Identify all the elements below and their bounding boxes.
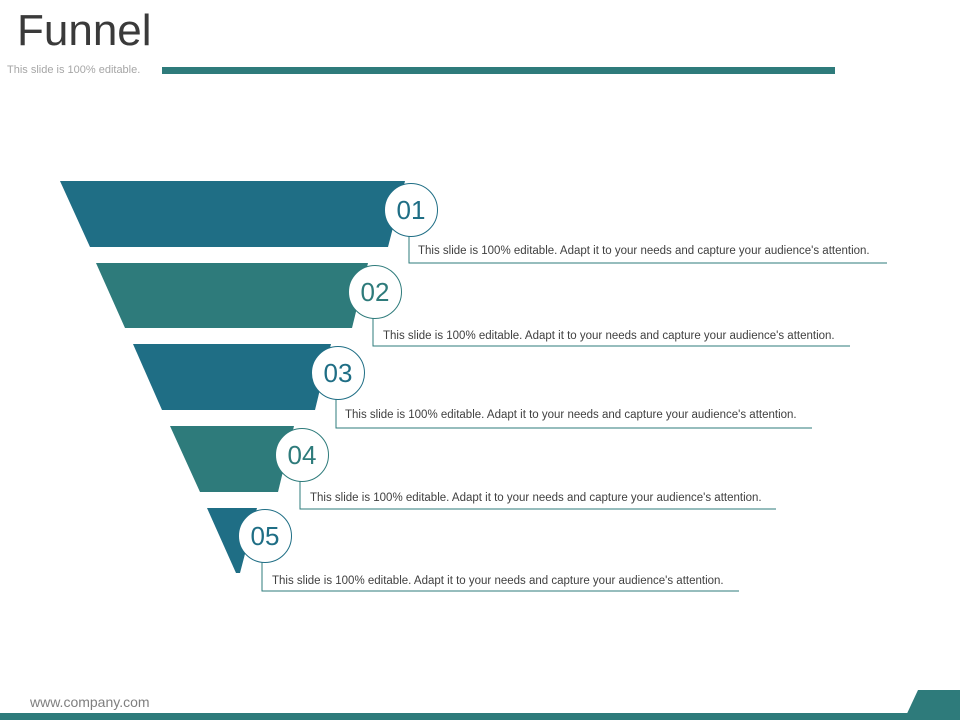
stage-description-3: This slide is 100% editable. Adapt it to… [345,409,797,421]
stage-number-circle-1: 01 [384,183,438,237]
stage-description-4: This slide is 100% editable. Adapt it to… [310,492,762,504]
funnel-segment-1 [60,181,405,247]
stage-description-2: This slide is 100% editable. Adapt it to… [383,330,835,342]
connector-line-4 [299,475,776,510]
stage-number-circle-2: 02 [348,265,402,319]
connector-line-2 [372,312,850,347]
stage-number-circle-4: 04 [275,428,329,482]
slide-subtitle: This slide is 100% editable. [7,64,141,76]
funnel-segment-3 [133,344,331,410]
slide-title: Funnel [17,6,152,55]
funnel-segment-4 [170,426,294,492]
funnel-segment-2 [96,263,368,328]
footer-bar [0,713,960,720]
title-underline-bar [162,67,835,74]
stage-description-5: This slide is 100% editable. Adapt it to… [272,575,724,587]
footer-url: www.company.com [30,694,150,710]
stage-number-circle-3: 03 [311,346,365,400]
connector-line-3 [335,393,812,429]
connector-line-1 [408,230,887,264]
stage-number-circle-5: 05 [238,509,292,563]
connector-line-5 [261,556,739,592]
stage-description-1: This slide is 100% editable. Adapt it to… [418,245,870,257]
